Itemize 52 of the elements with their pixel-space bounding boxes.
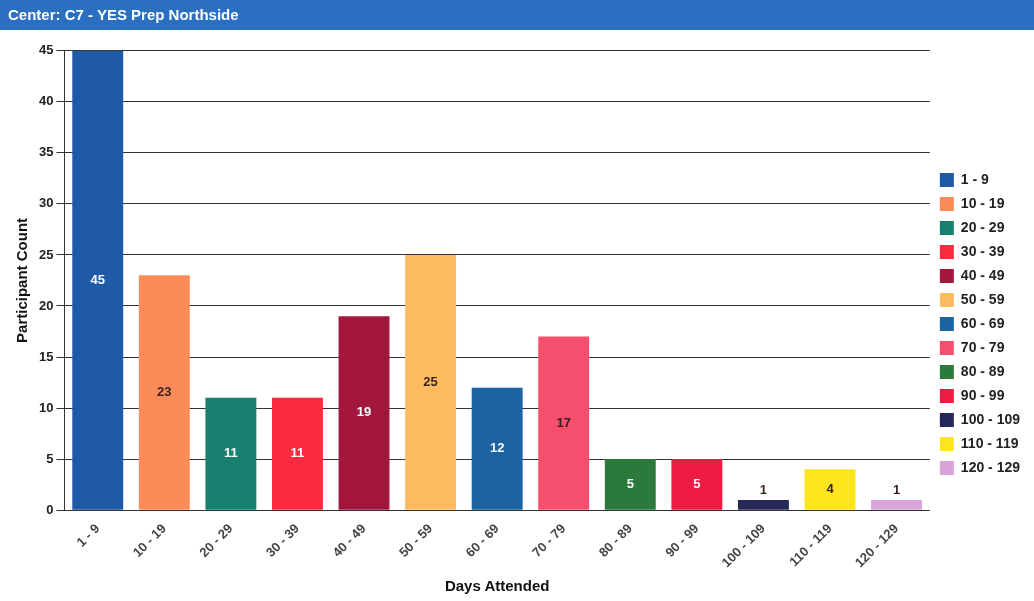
x-tick-label: 40 - 49	[329, 520, 369, 560]
data-label: 23	[157, 384, 172, 400]
legend-label: 20 - 29	[960, 218, 1005, 235]
legend-label: 90 - 99	[960, 386, 1005, 403]
data-label: 1	[759, 482, 768, 498]
legend-label: 10 - 19	[960, 194, 1005, 211]
y-tick-label: 45	[38, 42, 54, 58]
data-label: 19	[356, 404, 372, 420]
y-tick-label: 40	[38, 93, 54, 109]
x-tick-label: 50 - 59	[396, 520, 436, 560]
legend-label: 40 - 49	[960, 266, 1005, 283]
data-label: 12	[489, 440, 505, 456]
legend-label: 30 - 39	[960, 242, 1005, 259]
y-tick-label: 20	[38, 297, 54, 313]
data-label: 45	[90, 271, 105, 287]
x-tick-label: 100 - 109	[718, 520, 769, 571]
x-tick-label: 30 - 39	[262, 520, 303, 560]
legend-label: 50 - 59	[960, 290, 1005, 307]
y-tick-label: 35	[38, 144, 54, 160]
y-tick-label: 25	[38, 246, 54, 262]
data-label: 11	[290, 445, 305, 461]
legend-label: 120 - 129	[960, 458, 1021, 475]
x-tick-label: 10 - 19	[129, 520, 169, 560]
x-tick-label: 90 - 99	[662, 520, 702, 560]
data-label: 11	[224, 445, 238, 461]
data-label: 1	[892, 482, 901, 498]
data-label: 17	[556, 414, 571, 430]
y-tick-label: 10	[38, 399, 54, 415]
x-tick-label: 1 - 9	[73, 520, 103, 550]
data-label: 4	[826, 481, 835, 497]
y-tick-label: 0	[46, 501, 54, 517]
x-tick-label: 110 - 119	[786, 520, 835, 570]
legend-label: 80 - 89	[960, 362, 1005, 379]
legend-label: 60 - 69	[960, 314, 1005, 331]
x-tick-label: 120 - 129	[851, 520, 902, 571]
legend-label: 1 - 9	[960, 170, 990, 187]
x-tick-label: 20 - 29	[196, 520, 236, 560]
data-label: 25	[423, 373, 438, 389]
x-tick-label: 60 - 69	[462, 520, 502, 560]
legend-label: 110 - 119	[960, 434, 1019, 451]
legend-label: 100 - 109	[960, 410, 1021, 427]
y-tick-label: 5	[46, 450, 54, 466]
data-label: 5	[693, 475, 701, 491]
legend-label: 70 - 79	[960, 338, 1005, 355]
y-axis-title: Participant Count	[13, 217, 31, 343]
data-label: 5	[626, 475, 634, 491]
x-tick-label: 80 - 89	[595, 520, 635, 560]
y-tick-label: 15	[38, 348, 54, 364]
y-tick-label: 30	[38, 195, 54, 211]
x-axis-title: Days Attended	[444, 577, 550, 595]
x-tick-label: 70 - 79	[529, 520, 569, 560]
chart-title: Center: C7 - YES Prep Northside	[0, 0, 1034, 30]
